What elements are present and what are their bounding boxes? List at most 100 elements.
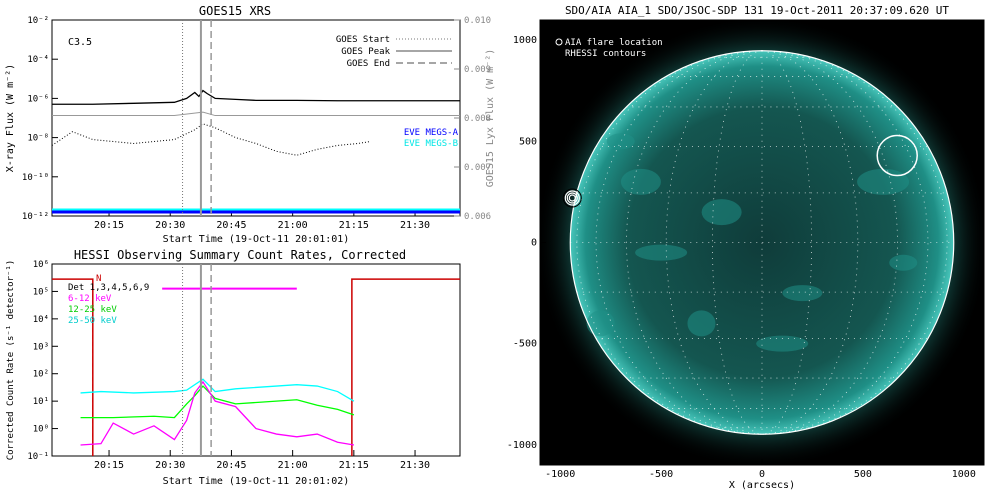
hessi-frame xyxy=(51,263,461,457)
hessi-markers xyxy=(182,264,212,456)
goes-y2-tick-label: 0.007 xyxy=(464,163,491,173)
goes-y-tick-label: 10⁻⁸ xyxy=(27,134,49,144)
aia-x-tick-label: 500 xyxy=(854,469,872,480)
aia-y-axis: -1000 -500 0 500 1000 xyxy=(507,35,546,451)
hessi-line-0 xyxy=(80,378,355,402)
hessi-y-tick-label: 10⁶ xyxy=(33,260,49,270)
goes-panel: GOES15 XRS 10⁻¹² 10⁻¹⁰ 10⁻⁸ 10⁻⁶ 10⁻⁴ 10⁻² 0.… xyxy=(5,4,496,245)
flare-location-ring xyxy=(566,192,578,204)
hessi-band-25-50: 25-50 keV xyxy=(68,316,117,326)
hessi-series-group xyxy=(80,378,355,446)
goes-y-tick-label: 10⁻⁶ xyxy=(27,94,49,104)
hessi-y-tick-label: 10⁵ xyxy=(33,287,49,297)
active-region xyxy=(635,244,688,261)
longitude-line xyxy=(761,50,898,435)
hessi-band-12-25: 12-25 keV xyxy=(68,305,117,315)
goes-y-axis: 10⁻¹² 10⁻¹⁰ 10⁻⁸ 10⁻⁶ 10⁻⁴ 10⁻² xyxy=(22,16,58,222)
goes-short-line xyxy=(51,123,371,156)
legend-rhessi-contours: RHESSI contours xyxy=(565,49,646,59)
hessi-state-lines xyxy=(52,278,460,456)
hessi-y-tick-label: 10² xyxy=(33,370,49,380)
goes-y-tick-label: 10⁻⁴ xyxy=(27,55,49,65)
hessi-x-tick-label: 20:15 xyxy=(94,460,124,471)
legend-flare-symbol xyxy=(555,38,563,46)
rhessi-contour xyxy=(876,134,918,177)
aia-x-tick-label: -1000 xyxy=(545,469,575,480)
goes-x-tick-label: 21:15 xyxy=(339,220,369,231)
hessi-y-tick-label: 10⁴ xyxy=(33,315,49,325)
solar-disk xyxy=(570,50,954,435)
hessi-detectors: Det 1,3,4,5,6,9 xyxy=(68,283,149,293)
aia-xlabel: X (arcsecs) xyxy=(729,480,795,491)
goes-y-tick-label: 10⁻¹⁰ xyxy=(22,173,49,183)
goes-lya-line xyxy=(52,111,460,117)
aia-title: SDO/AIA AIA_1 SDO/JSOC-SDP 131 19-Oct-20… xyxy=(565,4,949,17)
hessi-x-tick-label: 21:15 xyxy=(339,460,369,471)
aia-panel: SDO/AIA AIA_1 SDO/JSOC-SDP 131 19-Oct-20… xyxy=(507,4,985,491)
goes-y2-tick-label: 0.009 xyxy=(464,65,491,75)
hessi-y-tick-label: 10⁻¹ xyxy=(27,452,49,462)
goes-legend: GOES Start GOES Peak GOES End xyxy=(336,35,452,69)
aia-legend: AIA flare location RHESSI contours xyxy=(555,38,663,59)
hessi-x-tick-label: 20:30 xyxy=(155,460,185,471)
active-region xyxy=(782,285,823,302)
hessi-title: HESSI Observing Summary Count Rates, Cor… xyxy=(74,248,406,262)
goes-flare-class: C3.5 xyxy=(68,37,92,48)
active-region xyxy=(756,335,809,352)
heliographic-grid xyxy=(570,50,954,435)
hessi-x-tick-label: 21:30 xyxy=(400,460,430,471)
active-region xyxy=(586,310,615,337)
aia-x-tick-label: -500 xyxy=(649,469,673,480)
hessi-y-tick-label: 10⁰ xyxy=(33,425,49,435)
aia-y-tick-label: 500 xyxy=(519,136,537,147)
solar-limb xyxy=(569,50,955,435)
goes-y2-tick-label: 0.008 xyxy=(464,114,491,124)
aia-y-tick-label: 0 xyxy=(531,238,537,249)
active-region xyxy=(687,310,716,337)
aia-y-tick-label: -500 xyxy=(513,339,537,350)
hessi-y-tick-label: 10¹ xyxy=(33,397,49,407)
flare-location-ring xyxy=(568,194,576,202)
active-region xyxy=(620,168,661,195)
goes-x-tick-label: 21:30 xyxy=(400,220,430,231)
goes-y2-axis: 0.006 0.007 0.008 0.009 0.010 xyxy=(454,16,491,222)
flare-location-outline xyxy=(562,188,582,208)
goes-y-tick-label: 10⁻² xyxy=(27,16,49,26)
hessi-band-6-12: 6-12 keV xyxy=(68,294,112,304)
hessi-ylabel: Corrected Count Rate (s⁻¹ detector⁻¹) xyxy=(6,260,16,460)
aia-y-tick-label: -1000 xyxy=(507,440,537,451)
flare-location-ring xyxy=(564,190,580,206)
goes-x-tick-label: 20:45 xyxy=(216,220,246,231)
legend-aia-flare-location: AIA flare location xyxy=(565,38,663,48)
goes-y2-tick-label: 0.010 xyxy=(464,16,491,26)
hessi-state-flag: N xyxy=(96,274,101,284)
active-region xyxy=(857,168,910,195)
aia-flare-marker xyxy=(562,188,582,208)
goes-markers xyxy=(182,20,212,216)
active-region xyxy=(606,133,635,150)
legend-goes-peak: GOES Peak xyxy=(341,47,390,57)
hessi-y-tick-label: 10³ xyxy=(33,342,49,352)
active-region xyxy=(889,254,918,271)
goes-long-line xyxy=(52,89,460,105)
hessi-panel: HESSI Observing Summary Count Rates, Cor… xyxy=(6,248,461,487)
goes-y2label: GOES15 Lyx Flux (W m⁻²) xyxy=(485,49,496,187)
hessi-line-1 xyxy=(80,385,355,419)
longitude-line xyxy=(595,50,763,435)
hessi-x-tick-label: 20:45 xyxy=(216,460,246,471)
aia-y-tick-label: 1000 xyxy=(513,35,537,46)
eve-megs-a-label: EVE MEGS-A xyxy=(404,128,459,138)
goes-x-tick-label: 21:00 xyxy=(278,220,308,231)
goes-title: GOES15 XRS xyxy=(199,4,271,18)
hessi-line-2 xyxy=(80,380,355,446)
hessi-xlabel: Start Time (19-Oct-11 20:01:02) xyxy=(163,476,350,487)
legend-goes-end: GOES End xyxy=(347,59,390,69)
aia-x-tick-label: 0 xyxy=(759,469,765,480)
hessi-x-tick-label: 21:00 xyxy=(278,460,308,471)
aia-x-tick-label: 1000 xyxy=(952,469,976,480)
hessi-y-axis: 10⁻¹ 10⁰ 10¹ 10² 10³ 10⁴ 10⁵ 10⁶ xyxy=(27,260,58,462)
active-region xyxy=(701,199,742,226)
longitude-line xyxy=(626,50,763,435)
eve-megs-b-label: EVE MEGS-B xyxy=(404,139,458,149)
